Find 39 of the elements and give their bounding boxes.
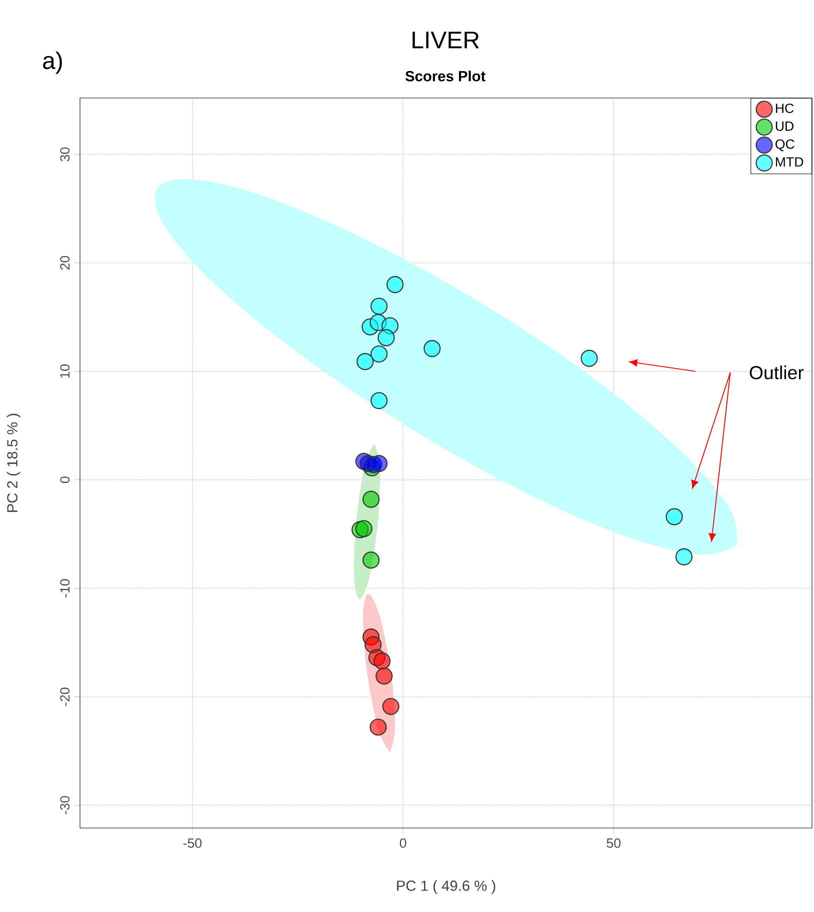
point [356, 353, 374, 370]
point [355, 520, 372, 538]
point [362, 490, 380, 508]
y-tick-label: -10 [60, 579, 70, 598]
point [370, 455, 388, 472]
y-tick-label: 0 [60, 476, 70, 483]
x-tick-label: 50 [606, 838, 621, 848]
point [370, 345, 388, 363]
y-tick-label: -30 [60, 796, 70, 814]
point [580, 350, 598, 367]
x-tick-label: -50 [183, 838, 202, 848]
y-axis-title: PC 2 ( 18.5 % ) [6, 414, 20, 512]
annotation: Outlier [750, 366, 804, 380]
point [386, 276, 404, 294]
point [370, 392, 388, 410]
point [362, 552, 380, 569]
text: a) [43, 51, 62, 74]
y-tick-label: 30 [60, 147, 70, 162]
y-tick-label: 20 [60, 256, 70, 270]
point [370, 298, 388, 315]
point [675, 548, 693, 566]
point [373, 652, 391, 670]
point [364, 636, 382, 654]
y-tick-label: 10 [60, 364, 70, 378]
chart-subtitle: Scores Plot [405, 70, 486, 82]
chart-title: LIVER [412, 32, 479, 48]
legend-label: HC [776, 104, 794, 114]
legend-label: UD [776, 122, 794, 131]
point [376, 668, 393, 685]
x-tick-label: 0 [400, 838, 406, 848]
point [666, 508, 683, 526]
legend-label: MTD [776, 157, 804, 167]
point [382, 698, 400, 716]
point [370, 718, 387, 736]
x-axis-title: PC 1 ( 49.6 % ) [397, 880, 496, 894]
y-tick-label: -20 [60, 688, 70, 706]
point [378, 329, 395, 346]
point [424, 340, 441, 358]
legend-label: QC [776, 139, 794, 152]
